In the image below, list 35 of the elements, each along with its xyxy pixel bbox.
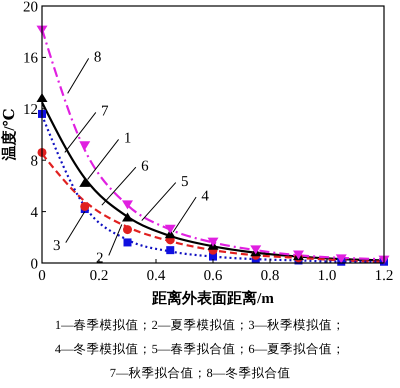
y-tick-label: 4: [30, 204, 38, 221]
point: [80, 202, 90, 211]
annotation: 8: [94, 50, 102, 66]
text: 7—秋季拟合值；8—冬季拟合值: [110, 366, 290, 380]
point: [208, 238, 218, 247]
point: [122, 212, 133, 222]
annotation: 4: [201, 188, 210, 204]
x-tick-label: 0.4: [146, 268, 166, 284]
point: [79, 178, 90, 187]
text: 1—春季模拟值；2—夏季模拟值；3—秋季模拟值；: [54, 318, 346, 332]
y-axis-title: 温度/℃: [0, 108, 18, 162]
annotation: 6: [141, 158, 150, 174]
x-tick-label: 0.6: [204, 268, 223, 284]
text: 4—冬季模拟值；5—春季拟合值；6—夏季拟合值；: [54, 342, 346, 356]
y-tick-label: 16: [23, 50, 38, 67]
x-tick-label: 0.8: [260, 268, 280, 284]
y-tick-label: 8: [30, 153, 38, 170]
x-axis-title: 距离外表面距离/m: [151, 289, 274, 307]
point: [124, 238, 132, 246]
annotation: 7: [101, 104, 110, 120]
x-tick-label: 0.2: [90, 268, 108, 284]
y-tick-label: 20: [23, 0, 38, 16]
x-tick-label: 1.0: [318, 268, 336, 284]
annotation: 1: [124, 130, 132, 147]
point: [164, 224, 176, 234]
point: [123, 225, 132, 234]
x-tick-label: 1.2: [374, 268, 394, 284]
annotation: 3: [53, 238, 60, 254]
point: [79, 141, 90, 150]
point: [336, 254, 347, 264]
y-tick-label: 0: [30, 256, 38, 272]
point: [166, 246, 174, 254]
annotation: 5: [181, 174, 188, 190]
point: [122, 200, 133, 210]
y-tick-label: 12: [23, 102, 38, 118]
